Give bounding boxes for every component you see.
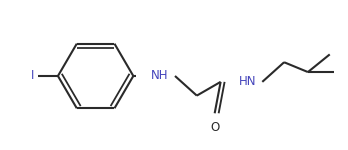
Text: HN: HN <box>238 75 256 88</box>
Text: O: O <box>210 121 219 134</box>
Text: NH: NH <box>151 69 169 82</box>
Text: I: I <box>31 69 34 82</box>
